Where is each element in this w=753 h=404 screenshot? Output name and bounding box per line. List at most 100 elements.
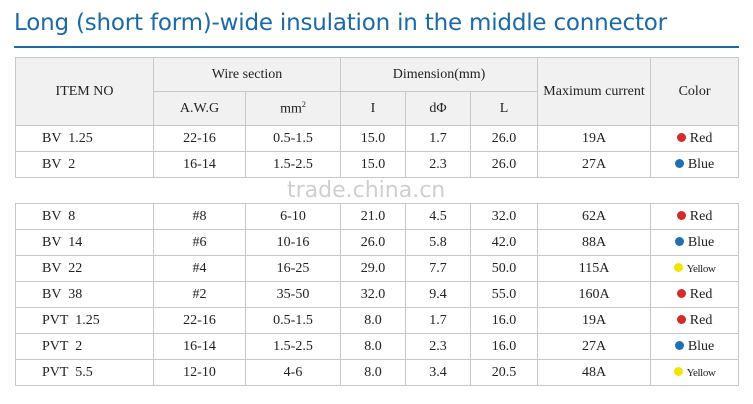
cell: 15.0 xyxy=(340,151,407,178)
data-row: PVT 5.5 12-10 4-6 8.0 3.4 20.5 48A Yellow xyxy=(15,359,740,386)
cell: 55.0 xyxy=(470,281,539,308)
color-name: Blue xyxy=(687,338,715,354)
header-cell: ITEM NO xyxy=(15,57,154,126)
cell: 115A xyxy=(537,255,652,282)
header-cell: A.W.G xyxy=(153,91,246,126)
cell: 50.0 xyxy=(470,255,539,282)
color-cell: Blue xyxy=(650,151,740,178)
color-dot xyxy=(676,288,686,298)
watermark: trade.china.cn xyxy=(287,178,446,203)
color-cell: Red xyxy=(650,281,740,308)
cell: 6-10 xyxy=(244,203,342,230)
cell: 12-10 xyxy=(153,359,246,386)
color-cell: Red xyxy=(650,203,740,230)
cell: 16-14 xyxy=(153,333,246,360)
color-dot xyxy=(673,262,683,272)
cell: 26.0 xyxy=(470,125,539,152)
color-cell: Yellow xyxy=(650,255,740,282)
cell: 0.5-1.5 xyxy=(244,125,342,152)
cell: BV 14 xyxy=(15,229,154,256)
color-dot xyxy=(676,132,686,142)
cell: BV 8 xyxy=(15,203,154,230)
cell: 7.7 xyxy=(405,255,472,282)
color-name: Red xyxy=(689,286,713,302)
color-name: Red xyxy=(689,130,713,146)
cell: 22-16 xyxy=(153,307,246,334)
header-row: ITEM NO Wire section Dimension(mm) Maxim… xyxy=(15,57,740,126)
header-cell: mm2 xyxy=(244,91,342,126)
cell: 19A xyxy=(537,307,652,334)
color-cell: Blue xyxy=(650,229,740,256)
cell: 21.0 xyxy=(340,203,407,230)
color-dot xyxy=(673,366,683,376)
cell: 32.0 xyxy=(470,203,539,230)
data-row: BV 1.25 22-16 0.5-1.5 15.0 1.7 26.0 19A Red xyxy=(15,125,740,152)
header-cell: Maximum current xyxy=(537,57,652,126)
header-cell: Dimension(mm) xyxy=(340,57,539,92)
color-cell: Yellow xyxy=(650,359,740,386)
cell: #6 xyxy=(153,229,246,256)
cell: 1.7 xyxy=(405,125,472,152)
spec-table: ITEM NO Wire section Dimension(mm) Maxim… xyxy=(15,57,740,386)
color-name: Red xyxy=(689,312,713,328)
cell: 1.7 xyxy=(405,307,472,334)
cell: #2 xyxy=(153,281,246,308)
cell: 20.5 xyxy=(470,359,539,386)
color-name: Yellow xyxy=(686,366,716,379)
data-row: PVT 1.25 22-16 0.5-1.5 8.0 1.7 16.0 19A Red xyxy=(15,307,740,334)
cell: 1.5-2.5 xyxy=(244,151,342,178)
header-cell: L xyxy=(470,91,539,126)
color-dot xyxy=(674,158,684,168)
color-name: Blue xyxy=(687,234,715,250)
header-cell: dΦ xyxy=(405,91,472,126)
cell: 8.0 xyxy=(340,307,407,334)
cell: 16-25 xyxy=(244,255,342,282)
data-row: PVT 2 16-14 1.5-2.5 8.0 2.3 16.0 27A Blue xyxy=(15,333,740,360)
cell: 35-50 xyxy=(244,281,342,308)
color-cell: Red xyxy=(650,125,740,152)
unit-sup: 2 xyxy=(301,99,306,109)
cell: BV 38 xyxy=(15,281,154,308)
table-body: ITEM NO Wire section Dimension(mm) Maxim… xyxy=(15,57,740,386)
cell: 15.0 xyxy=(340,125,407,152)
data-row: BV 8 #8 6-10 21.0 4.5 32.0 62A Red xyxy=(15,203,740,230)
header-cell: Wire section xyxy=(152,57,342,92)
color-name: Blue xyxy=(687,156,715,172)
cell: #8 xyxy=(153,203,246,230)
header-cell: I xyxy=(340,91,407,126)
cell: 10-16 xyxy=(244,229,342,256)
cell: BV 1.25 xyxy=(15,125,154,152)
gap-row xyxy=(15,177,739,204)
cell: 22-16 xyxy=(153,125,246,152)
unit: mm xyxy=(280,101,302,117)
cell: 29.0 xyxy=(340,255,407,282)
color-cell: Blue xyxy=(650,333,740,360)
cell: PVT 5.5 xyxy=(15,359,154,386)
color-dot xyxy=(676,210,686,220)
cell: 16.0 xyxy=(470,307,539,334)
cell: 48A xyxy=(537,359,652,386)
data-row: BV 38 #2 35-50 32.0 9.4 55.0 160A Red xyxy=(15,281,740,308)
cell: 16.0 xyxy=(470,333,539,360)
cell: 2.3 xyxy=(405,333,472,360)
data-row: BV 14 #6 10-16 26.0 5.8 42.0 88A Blue xyxy=(15,229,740,256)
cell: 8.0 xyxy=(340,333,407,360)
page-title: Long (short form)-wide insulation in the… xyxy=(14,10,667,36)
cell: 9.4 xyxy=(405,281,472,308)
cell: 88A xyxy=(537,229,652,256)
gap-cell xyxy=(15,177,739,204)
data-row: BV 22 #4 16-25 29.0 7.7 50.0 115A Yellow xyxy=(15,255,740,282)
cell: #4 xyxy=(153,255,246,282)
data-row: BV 2 16-14 1.5-2.5 15.0 2.3 26.0 27A Blue xyxy=(15,151,740,178)
cell: 62A xyxy=(537,203,652,230)
cell: 1.5-2.5 xyxy=(244,333,342,360)
cell: 8.0 xyxy=(340,359,407,386)
cell: 27A xyxy=(537,333,652,360)
header-cell: Color xyxy=(650,57,740,126)
cell: 4-6 xyxy=(244,359,342,386)
cell: 3.4 xyxy=(405,359,472,386)
cell: 5.8 xyxy=(405,229,472,256)
color-name: Red xyxy=(689,208,713,224)
cell: PVT 2 xyxy=(15,333,154,360)
cell: 26.0 xyxy=(340,229,407,256)
